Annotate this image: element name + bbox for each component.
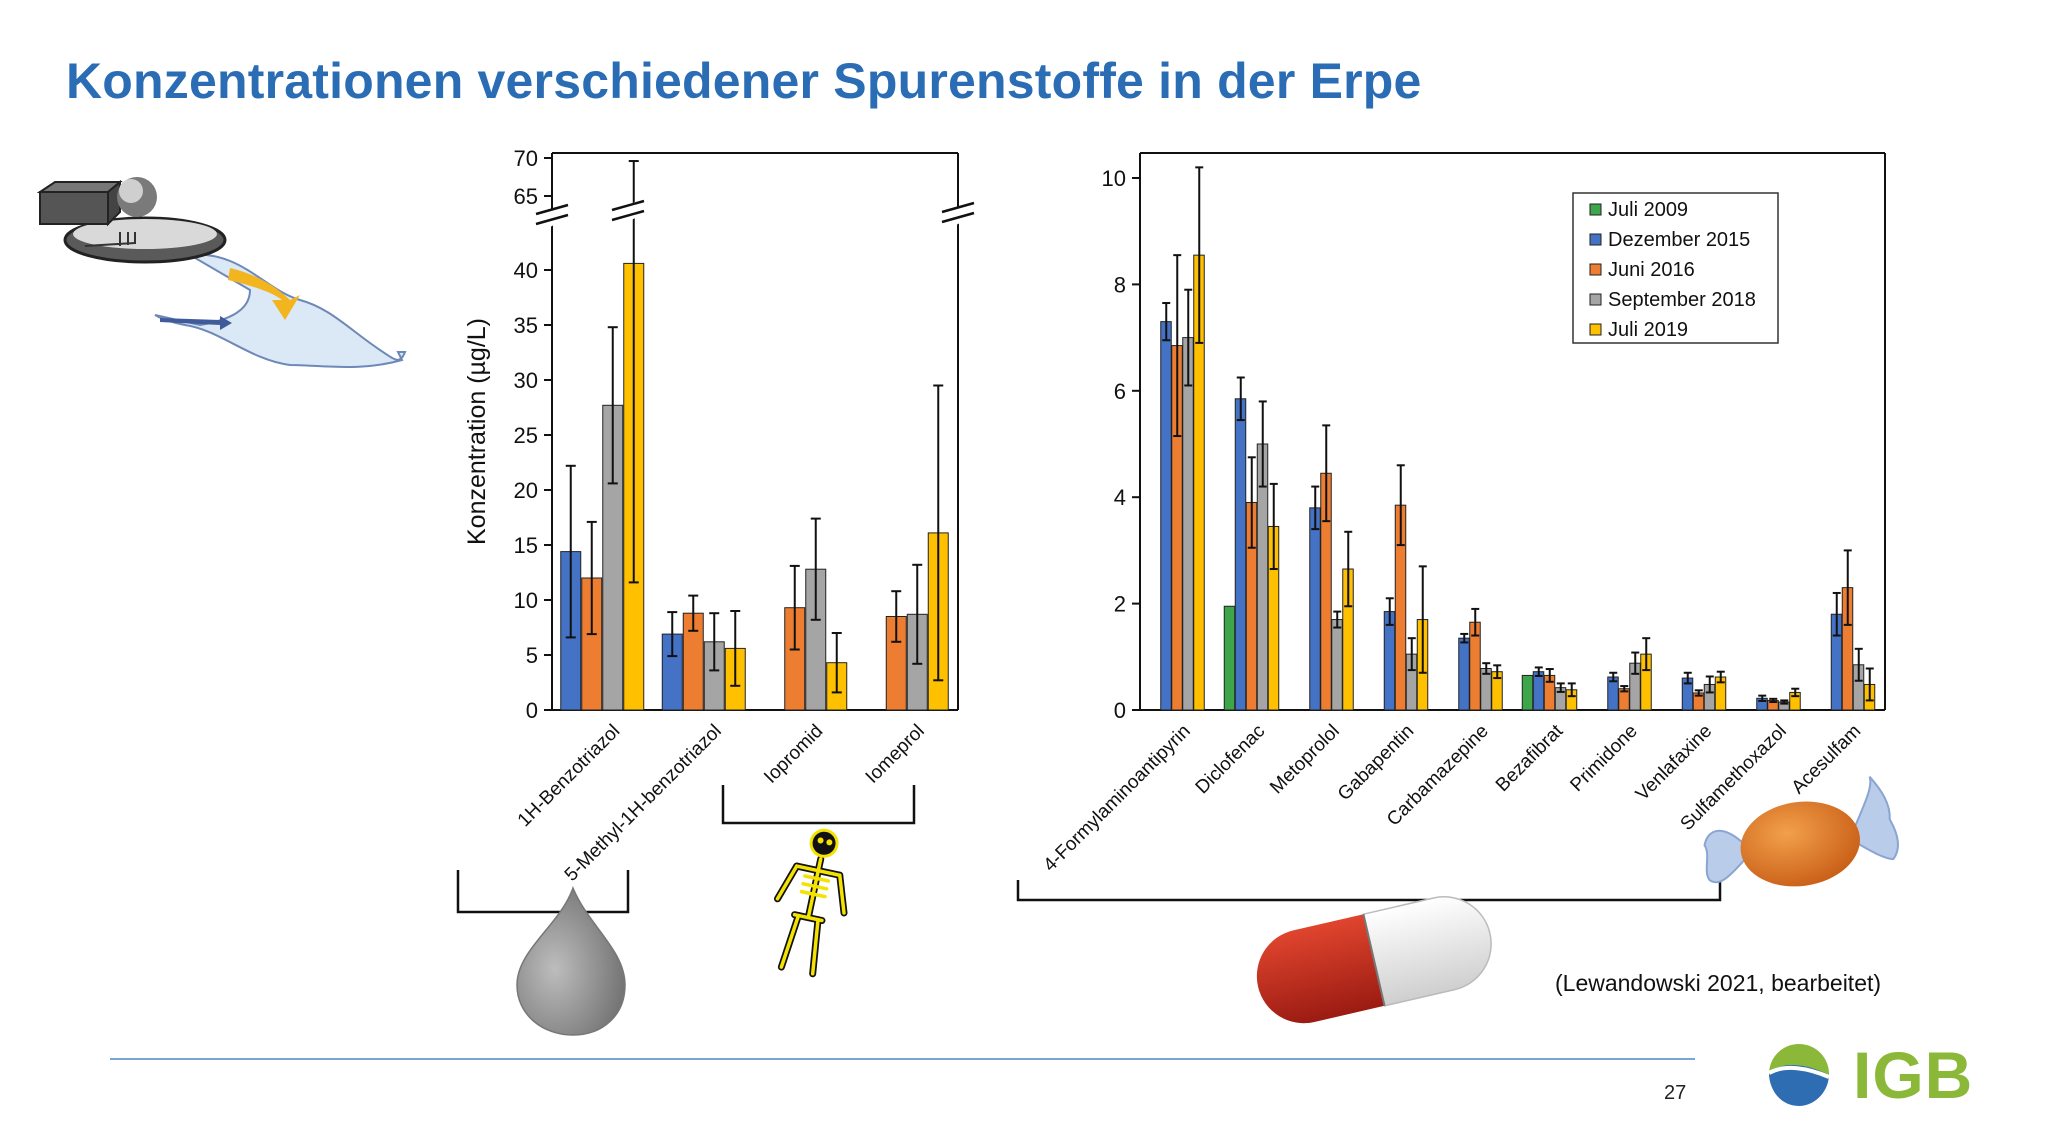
y-tick-label: 25 bbox=[514, 423, 538, 448]
bar-juli-2009 bbox=[1223, 605, 1236, 711]
bar-dezember-2015 bbox=[1383, 611, 1396, 711]
axis-break-gap bbox=[612, 200, 644, 228]
y-tick-label: 4 bbox=[1114, 485, 1126, 510]
bar-dezember-2015 bbox=[1309, 507, 1321, 711]
x-tick-label: Iomeprol bbox=[862, 721, 929, 788]
y-tick-label: 20 bbox=[514, 478, 538, 503]
chart-right-pharmaceuticals: 0 2 4 6 8 10 4-FormylaminoantipyrinDiclofenacM… bbox=[1040, 152, 1886, 876]
bar-september-2018 bbox=[1182, 337, 1194, 711]
bar-dezember-2015 bbox=[1458, 637, 1470, 711]
axis-break-mark bbox=[941, 201, 975, 214]
y-tick-label: 6 bbox=[1114, 379, 1126, 404]
y-axis-label: Konzentration (µg/L) bbox=[463, 318, 491, 545]
y-tick-label: 0 bbox=[1114, 698, 1126, 723]
bar-september-2018 bbox=[1331, 619, 1343, 711]
y-tick-label: 2 bbox=[1114, 592, 1126, 617]
y-tick-label: 30 bbox=[514, 368, 538, 393]
y-tick-label: 0 bbox=[526, 698, 538, 723]
x-tick-label: 1H-Benzotriazol bbox=[514, 721, 624, 831]
y-tick-label: 5 bbox=[526, 643, 538, 668]
bar-dezember-2015 bbox=[1160, 321, 1172, 711]
x-tick-label: Metoprolol bbox=[1266, 721, 1344, 799]
wastewater-plant-icon bbox=[36, 177, 407, 369]
axis-break-mark bbox=[535, 213, 569, 226]
water-drop-icon bbox=[516, 885, 626, 1036]
y-tick-label: 8 bbox=[1114, 272, 1126, 297]
chart-left-industrial-contrast: 0 5 10 15 20 25 30 35 40 65 70 Konzentration (µg/L)… bbox=[463, 146, 975, 886]
axis-break-mark bbox=[535, 203, 569, 216]
legend-swatch bbox=[1589, 203, 1602, 216]
y-tick-label: 10 bbox=[514, 588, 538, 613]
igb-logo-icon bbox=[1768, 1044, 1830, 1106]
legend-label: Juni 2016 bbox=[1608, 259, 1695, 281]
y-tick-label: 10 bbox=[1102, 166, 1126, 191]
legend-swatch bbox=[1589, 233, 1602, 246]
bar-juli-2009 bbox=[1521, 674, 1534, 711]
bracket-benzotriazole bbox=[456, 870, 630, 914]
legend-swatch bbox=[1589, 263, 1602, 276]
legend-swatch bbox=[1589, 293, 1602, 306]
pill-capsule-icon bbox=[1256, 896, 1492, 1024]
axis-break-mark bbox=[941, 211, 975, 224]
legend-label: Juli 2009 bbox=[1608, 199, 1688, 221]
legend-label: Dezember 2015 bbox=[1608, 229, 1750, 251]
slide-title: Konzentrationen verschiedener Spurenstof… bbox=[66, 53, 1422, 109]
bracket-pharmaceuticals bbox=[1016, 880, 1722, 902]
legend-label: September 2018 bbox=[1608, 289, 1756, 311]
bar-dezember-2015 bbox=[1532, 671, 1545, 711]
chart-legend: Juli 2009 Dezember 2015 Juni 2016 September… bbox=[1572, 192, 1779, 344]
bracket-contrast-agents bbox=[721, 785, 916, 825]
x-tick-label: 4-Formylaminoantipyrin bbox=[1040, 721, 1195, 876]
axis-break-gap bbox=[942, 202, 974, 230]
skeleton-xray-icon bbox=[773, 828, 848, 978]
y-tick-label: 35 bbox=[514, 313, 538, 338]
citation: (Lewandowski 2021, bearbeitet) bbox=[1555, 970, 1882, 996]
legend-label: Juli 2019 bbox=[1608, 319, 1688, 341]
footer-divider bbox=[110, 1058, 1695, 1060]
page-number: 27 bbox=[1664, 1082, 1687, 1104]
legend-swatch bbox=[1589, 323, 1602, 336]
y-tick-label: 15 bbox=[514, 533, 538, 558]
x-tick-label: Bezafibrat bbox=[1492, 720, 1568, 796]
x-tick-label: Acesulfam bbox=[1788, 721, 1866, 799]
y-tick-label: 40 bbox=[514, 258, 538, 283]
bar-dezember-2015 bbox=[1234, 398, 1247, 711]
axis-break-mark bbox=[611, 199, 645, 212]
x-tick-label: Primidone bbox=[1566, 721, 1641, 796]
x-tick-label: Diclofenac bbox=[1192, 721, 1270, 799]
axis-break-gap bbox=[536, 204, 568, 232]
x-tick-label: Iopromid bbox=[760, 721, 827, 788]
legend-box bbox=[1572, 192, 1779, 344]
axis-break-mark bbox=[611, 209, 645, 222]
logo-text: IGB bbox=[1853, 1038, 1974, 1112]
y-tick-label: 65 bbox=[514, 184, 538, 209]
candy-icon bbox=[1703, 776, 1900, 887]
y-tick-label: 70 bbox=[514, 146, 538, 171]
